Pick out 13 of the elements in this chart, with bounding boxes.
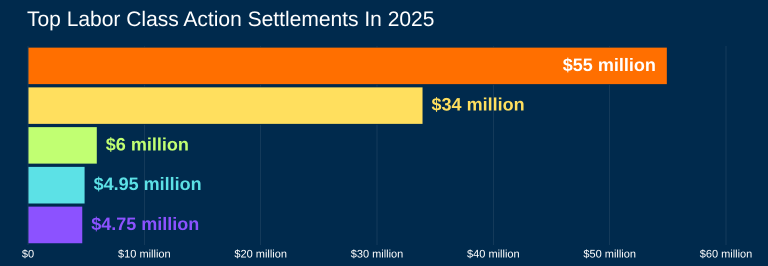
x-tick-label: $30 million: [350, 248, 404, 260]
x-tick-label: $40 million: [467, 248, 520, 260]
chart-title: Top Labor Class Action Settlements In 2025: [27, 8, 434, 32]
x-tick-label: $20 million: [234, 248, 287, 260]
x-tick-label: $50 million: [583, 248, 636, 260]
x-tick-label: $10 million: [118, 248, 171, 260]
data-label: $4.75 million: [91, 214, 200, 234]
x-tick-label: $60 million: [700, 248, 752, 260]
data-label: $34 million: [432, 94, 525, 115]
data-label: $4.95 million: [94, 174, 202, 194]
x-tick-label: $0: [22, 248, 34, 260]
data-label: $6 million: [106, 134, 189, 154]
data-label: $55 million: [562, 54, 656, 75]
